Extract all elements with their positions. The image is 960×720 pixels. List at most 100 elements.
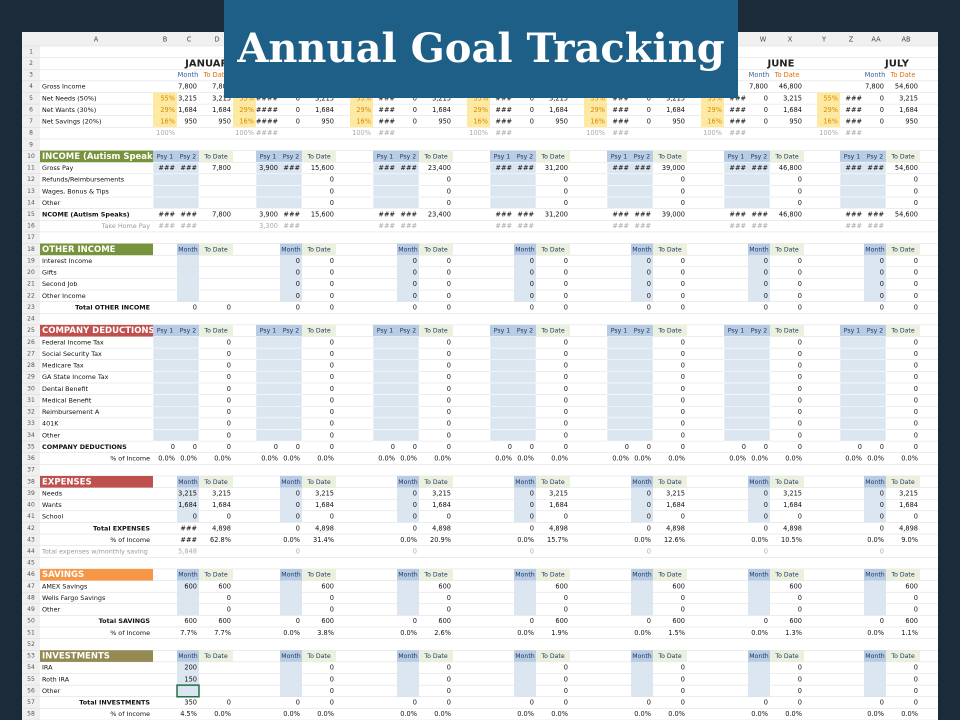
input-cell: [255, 359, 303, 372]
row-number: 54: [27, 664, 35, 671]
cell-value: 0: [447, 199, 451, 207]
cell-value: 0.0%: [517, 455, 534, 463]
cell-value: 0: [296, 501, 300, 509]
cell-value: 31.4%: [313, 536, 334, 544]
column-letter: AA: [871, 36, 881, 44]
cell-value: 0: [413, 94, 417, 102]
cell-value: 0: [914, 699, 918, 707]
cell-value: 31,200: [545, 211, 568, 219]
cell-value: 0.0%: [867, 629, 884, 637]
column-heading: Month: [865, 653, 884, 660]
cell-value: 0.0%: [434, 455, 451, 463]
row-number: 38: [27, 478, 35, 485]
column-heading: To Date: [540, 246, 564, 253]
cell-value: 0.0%: [867, 455, 884, 463]
cell-value: 600: [905, 582, 918, 590]
input-cell: [631, 499, 653, 511]
cell-value: 0: [564, 396, 568, 404]
cell-value: 100%: [586, 129, 605, 137]
input-cell: [514, 499, 536, 511]
cell-value: 0: [447, 362, 451, 370]
cell-value: 0: [413, 513, 417, 521]
cell-value: 0: [564, 687, 568, 695]
cell-value: 7,800: [178, 83, 197, 91]
column-letter: C: [187, 36, 192, 44]
cell-value: 0: [880, 269, 884, 277]
input-cell: [514, 290, 536, 302]
cell-value: 7.7%: [214, 629, 231, 637]
cell-value: 0: [447, 594, 451, 602]
cell-value: 0: [530, 489, 534, 497]
row-label: AMEX Savings: [42, 582, 88, 590]
row-number: 6: [29, 106, 33, 113]
cell-value: ###: [283, 164, 300, 172]
cell-value: 0: [681, 199, 685, 207]
input-cell: [631, 673, 653, 686]
cell-value: 0: [227, 594, 231, 602]
cell-value: 0: [227, 606, 231, 614]
input-cell: [280, 510, 302, 523]
cell-value: 0: [681, 420, 685, 428]
percent-cell: [467, 104, 490, 116]
input-cell: [152, 417, 200, 430]
row-number: 29: [27, 374, 35, 381]
column-heading: Month: [398, 246, 417, 253]
cell-value: 3,215: [432, 489, 451, 497]
cell-value: 0: [447, 338, 451, 346]
cell-value: 0.0%: [901, 455, 918, 463]
row-label: % of Income: [110, 455, 150, 463]
cell-value: ###: [867, 222, 884, 230]
cell-value: 0: [764, 699, 768, 707]
input-cell: [372, 196, 420, 209]
cell-value: 0: [193, 303, 197, 311]
cell-value: 950: [321, 118, 334, 126]
cell-value: 16%: [356, 118, 371, 126]
input-cell: [372, 336, 420, 349]
input-cell: [631, 603, 653, 616]
cell-value: 0: [274, 443, 278, 451]
header-cell: [631, 475, 653, 488]
column-heading: Month: [632, 479, 651, 486]
column-heading: To Date: [657, 153, 681, 160]
cell-value: 1,684: [212, 106, 231, 114]
cell-value: 0.0%: [378, 455, 395, 463]
input-cell: [152, 173, 200, 186]
cell-value: 1,684: [315, 501, 334, 509]
column-heading: Psy 2: [400, 153, 416, 160]
column-heading: To Date: [774, 479, 798, 486]
cell-value: 16%: [590, 118, 605, 126]
column-heading: Psy 2: [400, 328, 416, 335]
input-cell: [397, 673, 419, 686]
cell-value: 0: [508, 443, 512, 451]
input-cell: [397, 603, 419, 616]
cell-value: 0: [391, 443, 395, 451]
cell-value: 1,684: [899, 106, 918, 114]
cell-value: 0.0%: [261, 455, 278, 463]
cell-value: 0: [764, 617, 768, 625]
cell-value: 0: [330, 303, 334, 311]
cell-value: 0: [330, 431, 334, 439]
percent-cell: [233, 92, 256, 105]
cell-value: 0: [530, 617, 534, 625]
cell-value: 0: [564, 420, 568, 428]
column-heading: Month: [632, 246, 651, 253]
cell-value: 0: [296, 280, 300, 288]
cell-value: 16%: [473, 118, 488, 126]
input-cell: [489, 173, 537, 186]
cell-value: 0: [798, 687, 802, 695]
input-cell: [514, 685, 536, 697]
cell-value: ###: [867, 211, 884, 219]
cell-value: 0: [330, 396, 334, 404]
input-cell: [514, 266, 536, 279]
column-heading: Psy 1: [844, 153, 860, 160]
cell-value: 0: [413, 269, 417, 277]
cell-value: 600: [438, 617, 451, 625]
row-label: Gross Pay: [42, 164, 74, 172]
cell-value: 0: [681, 385, 685, 393]
column-heading: To Date: [203, 328, 227, 335]
input-cell: [152, 394, 200, 407]
cell-value: 0: [798, 408, 802, 416]
row-number: 10: [27, 153, 35, 160]
cell-value: 600: [218, 617, 231, 625]
header-cell: [886, 475, 920, 488]
